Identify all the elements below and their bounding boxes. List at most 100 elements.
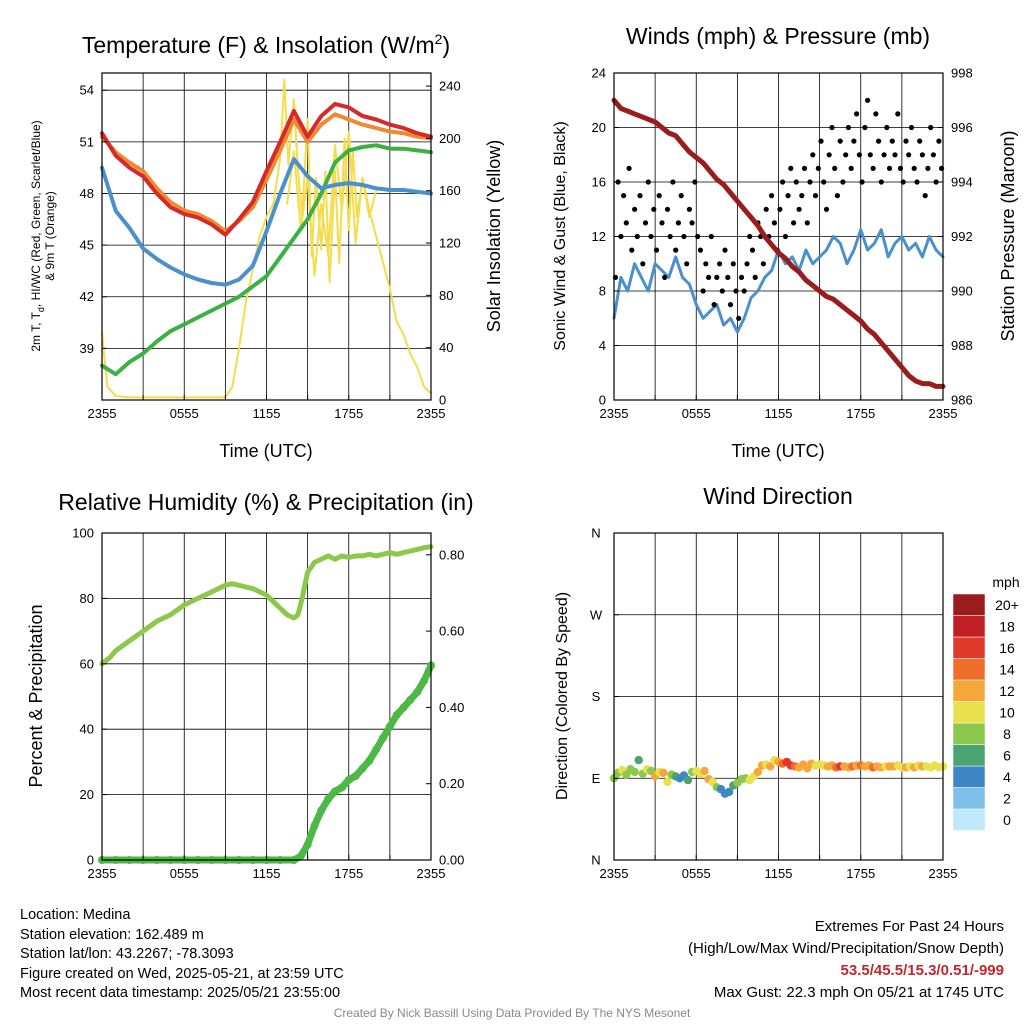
temp-series-9m-t xyxy=(100,112,433,234)
dir-panel-title: Wind Direction xyxy=(703,483,853,509)
rh-ytick-label: 20 xyxy=(80,787,94,802)
extremes-subtitle: (High/Low/Max Wind/Precipitation/Snow De… xyxy=(688,940,1004,957)
rh-grid xyxy=(102,533,431,860)
dir-ylabel-left: Direction (Colored By Speed) xyxy=(554,592,571,800)
wind-ylabel-right: Station Pressure (Maroon) xyxy=(998,130,1018,341)
rh-precip-point xyxy=(317,806,326,815)
temp-ytick-label: 54 xyxy=(80,83,94,98)
wind-gust-point xyxy=(667,233,673,240)
wind-gust-point xyxy=(818,138,824,144)
wind-gust-point xyxy=(804,220,810,226)
colorbar-label: 6 xyxy=(1003,747,1011,763)
rh-y2tick-label: 0.60 xyxy=(439,624,464,639)
wind-gust-point xyxy=(632,206,638,212)
rh-y2tick-label: 0.00 xyxy=(439,853,464,868)
wind-gust-point xyxy=(681,233,687,240)
colorbar-label: 20+ xyxy=(995,597,1019,613)
colorbar-swatch xyxy=(952,636,986,659)
info-created: Figure created on Wed, 2025-05-21, at 23… xyxy=(20,965,344,982)
wind-gust-point xyxy=(637,193,643,199)
wind-gust-point xyxy=(895,111,901,117)
wind-gust-point xyxy=(782,233,789,240)
wind-xtick-label: 1155 xyxy=(765,406,793,421)
temp-y2tick-label: 240 xyxy=(439,79,461,94)
wind-gust-point xyxy=(859,179,865,185)
wind-ytick-label: 4 xyxy=(599,338,606,353)
wind-gust-point xyxy=(791,220,797,226)
temp-series-2m-t xyxy=(100,102,433,237)
dir-point xyxy=(630,767,639,777)
rh-xtick-label: 2355 xyxy=(417,866,446,881)
dir-point xyxy=(634,755,643,765)
wind-gust-point xyxy=(763,206,769,212)
dir-grid xyxy=(614,533,943,860)
wind-gust-point xyxy=(897,165,904,171)
wind-gust-point xyxy=(686,206,693,212)
rh-precip-point xyxy=(379,733,387,742)
wind-gust-point xyxy=(780,179,786,185)
wind-gust-point xyxy=(642,220,649,226)
wind-gust-point xyxy=(785,193,791,199)
wind-gust-point xyxy=(881,152,887,158)
temp-xtick-label: 0555 xyxy=(170,406,199,421)
colorbar-label: 18 xyxy=(999,618,1015,634)
rh-y2tick-label: 0.20 xyxy=(439,776,464,791)
wind-gust-point xyxy=(928,124,934,131)
temp-ytick-label: 39 xyxy=(80,341,94,356)
wind-gust-point xyxy=(823,206,830,212)
wind-gust-point xyxy=(840,179,846,185)
rh-precip-point xyxy=(406,695,415,704)
extremes-title: Extremes For Past 24 Hours xyxy=(814,918,1004,935)
wind-gust-point xyxy=(675,220,682,226)
wind-gust-point xyxy=(906,152,912,158)
rh-ytick-label: 0 xyxy=(87,853,94,868)
extremes-values: 53.5/45.5/15.3/0.51/-999 xyxy=(840,962,1004,979)
wind-ytick-label: 20 xyxy=(592,120,606,135)
wind-gust-point xyxy=(640,261,646,267)
wind-y2tick-label: 996 xyxy=(951,120,973,135)
wind-gust-point xyxy=(788,165,794,171)
wind-gust-point xyxy=(618,233,624,240)
rh-axis-ticks: 2355 0555 1155 1755 23550204060801000.000.20… xyxy=(72,526,464,882)
wind-gust-point xyxy=(892,152,898,158)
wind-gust-point xyxy=(870,165,876,171)
wind-gust-point xyxy=(621,193,627,199)
wind-gust-point xyxy=(903,138,909,144)
wind-gust-point xyxy=(684,261,690,267)
wind-y2tick-label: 998 xyxy=(951,66,973,81)
wind-gust-point xyxy=(706,274,712,280)
wind-series-station-pressure xyxy=(611,97,946,389)
wind-gust-point xyxy=(717,261,723,267)
wind-gust-point xyxy=(651,206,657,212)
wind-gust-point xyxy=(826,152,832,158)
wind-gust-point xyxy=(730,261,736,267)
wind-gust-point xyxy=(829,124,835,131)
wind-gust-point xyxy=(771,220,778,226)
wind-gust-point xyxy=(659,220,665,226)
wind-ytick-label: 16 xyxy=(592,175,606,190)
wind-gust-point xyxy=(738,274,745,280)
wind-gust-point xyxy=(815,165,821,171)
temp-y2tick-label: 0 xyxy=(439,393,446,408)
wind-gust-point xyxy=(878,179,884,185)
wind-xtick-label: 0555 xyxy=(682,406,711,421)
wind-gust-point xyxy=(801,165,808,171)
rh-precip-point xyxy=(310,821,319,830)
rh-y2tick-label: 0.40 xyxy=(439,700,464,715)
temp-y2tick-label: 120 xyxy=(439,236,461,251)
speed-colorbar: 0 2 4 6 8 10 12 14 16 18 20+ xyxy=(952,593,1019,831)
temp-series-solar xyxy=(101,78,432,399)
wind-gust-point xyxy=(908,124,915,131)
rh-precip-point xyxy=(420,676,429,685)
colorbar-label: 0 xyxy=(1003,812,1011,828)
wind-gust-point xyxy=(914,179,920,185)
wind-gust-point xyxy=(703,261,709,267)
wind-gust-point xyxy=(662,274,668,280)
wind-gust-point xyxy=(752,274,758,280)
dir-point xyxy=(700,766,709,776)
colorbar-swatch xyxy=(952,808,986,831)
wind-gust-point xyxy=(812,193,819,199)
rh-ylabel-left: Percent & Precipitation xyxy=(26,604,46,787)
wind-gust-point xyxy=(867,152,873,158)
wind-plot-area xyxy=(611,97,946,389)
